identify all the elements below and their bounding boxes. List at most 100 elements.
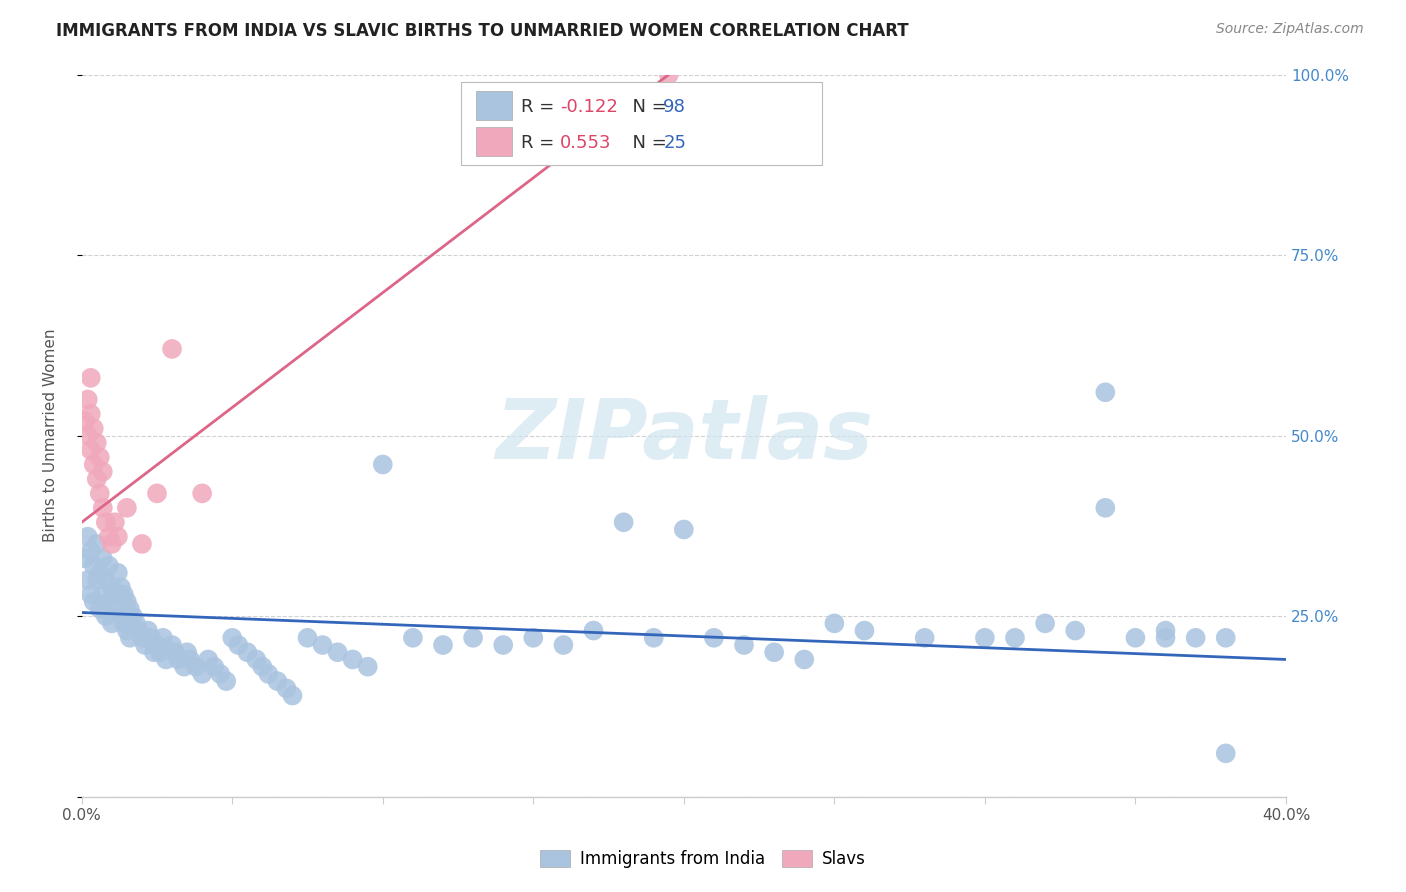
Point [115,595,138,609]
Point [80,587,103,601]
Point [173,659,195,673]
Point [131,631,153,645]
Point [115,500,138,515]
FancyBboxPatch shape [475,128,512,156]
Legend: Immigrants from India, Slavs: Immigrants from India, Slavs [533,843,873,875]
Point [184,659,207,673]
Point [297,631,319,645]
Point [1154,631,1177,645]
Point [83,558,105,573]
Point [118,631,141,645]
Point [245,652,267,666]
Point [83,458,105,472]
Point [1064,624,1087,638]
Point [89,450,111,465]
Point [107,566,129,580]
Point [139,631,162,645]
Text: R =: R = [522,134,560,152]
Point [160,638,183,652]
Point [101,537,124,551]
Point [1094,500,1116,515]
Text: 98: 98 [664,98,686,116]
Point [582,624,605,638]
Point [101,580,124,594]
Point [89,602,111,616]
Point [112,587,135,601]
Point [643,631,665,645]
Text: ZIPatlas: ZIPatlas [495,395,873,476]
Point [1215,631,1237,645]
Point [191,486,214,500]
Point [371,458,394,472]
Point [107,587,129,601]
Point [89,566,111,580]
Point [236,645,259,659]
Point [402,631,425,645]
Point [973,631,995,645]
Point [91,551,114,566]
Text: 0.553: 0.553 [560,134,612,152]
Point [155,652,177,666]
Point [131,537,153,551]
Point [152,631,174,645]
Point [311,638,333,652]
Point [763,645,786,659]
Point [146,638,169,652]
Point [86,573,108,587]
Point [101,616,124,631]
Point [73,551,96,566]
Point [357,659,380,673]
Point [823,616,845,631]
Point [461,631,484,645]
Point [136,624,159,638]
Point [110,580,132,594]
Point [73,414,96,428]
Point [128,624,150,638]
Point [553,638,575,652]
Text: IMMIGRANTS FROM INDIA VS SLAVIC BIRTHS TO UNMARRIED WOMEN CORRELATION CHART: IMMIGRANTS FROM INDIA VS SLAVIC BIRTHS T… [56,22,908,40]
Point [89,486,111,500]
Point [672,523,695,537]
Point [86,435,108,450]
Point [191,667,214,681]
Point [104,515,127,529]
Point [733,638,755,652]
Point [91,587,114,601]
Point [91,500,114,515]
Point [1004,631,1026,645]
Point [107,530,129,544]
Point [83,421,105,435]
Point [97,558,120,573]
Point [252,659,274,673]
Point [104,602,127,616]
Point [326,645,349,659]
Point [197,652,219,666]
Point [281,689,304,703]
Point [94,515,117,529]
Point [76,392,98,407]
Point [914,631,936,645]
Point [209,667,232,681]
Point [118,602,141,616]
Point [80,407,103,421]
Point [80,544,103,558]
Point [492,638,515,652]
Point [179,652,201,666]
Text: -0.122: -0.122 [560,98,617,116]
Point [226,638,249,652]
Point [176,645,198,659]
Point [276,681,298,696]
Point [160,342,183,356]
Point [83,595,105,609]
Point [432,638,454,652]
Point [703,631,725,645]
Point [86,472,108,486]
Point [80,371,103,385]
Point [76,573,98,587]
FancyBboxPatch shape [475,91,512,120]
Point [143,645,166,659]
Point [613,515,636,529]
Point [125,616,148,631]
Point [853,624,876,638]
Text: 25: 25 [664,134,686,152]
